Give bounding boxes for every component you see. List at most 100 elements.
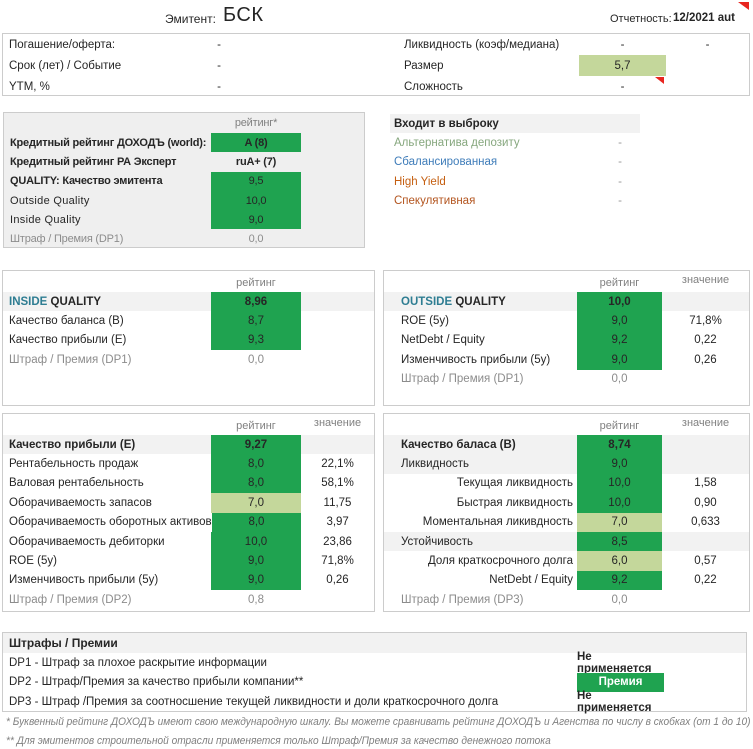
- table-row: Оборачиваемость запасов 7,0 11,75: [3, 493, 374, 513]
- samples-title: Входит в выброку: [390, 114, 640, 133]
- row-label: Доля краткосрочного долга: [427, 555, 573, 568]
- value-cell: 3,97: [326, 516, 349, 529]
- table-row: DP3 - Штраф /Премия за соотносшение теку…: [3, 689, 746, 714]
- row-label: Текущая ликвидность: [456, 477, 573, 490]
- comment-marker-icon[interactable]: [655, 77, 664, 84]
- item-value: -: [618, 136, 622, 149]
- rating-cell: 7,0: [577, 512, 662, 532]
- rating-cell: 0,0: [611, 593, 628, 606]
- row-label: Штраф / Премия (DP1): [9, 353, 132, 366]
- footnote: * Буквенный рейтинг ДОХОДЪ имеют свою ме…: [6, 716, 751, 728]
- row-label: Качество баланса (B): [9, 315, 124, 328]
- section-title-row: Качество прибыли (E) 9,27: [3, 435, 374, 455]
- value-cell: -: [705, 38, 710, 51]
- premium-badge: Премия: [577, 672, 664, 692]
- top-info-box: Погашение/оферта: - Ликвидность (коэф/ме…: [2, 33, 750, 96]
- table-row: Кредитный рейтинг ДОХОДЪ (world): A (8): [4, 133, 364, 153]
- value-cell: 0,22: [694, 574, 717, 587]
- column-header-row: рейтинг значение: [384, 414, 749, 435]
- sample-membership-list: Входит в выброку Альтернатива депозиту -…: [390, 114, 640, 211]
- row-label: Быстрая ликвидность: [456, 496, 573, 509]
- comment-marker-icon[interactable]: [738, 2, 749, 10]
- rating-column-header: рейтинг: [599, 277, 640, 289]
- table-row: DP1 - Штраф за плохое раскрытие информац…: [3, 651, 746, 675]
- item-label: Спекулятивная: [394, 195, 476, 208]
- table-row: NetDebt / Equity 9,2 0,22: [384, 570, 749, 591]
- section-title: Качество прибыли (E): [9, 438, 136, 451]
- rating-cell: 9,0: [577, 311, 662, 331]
- table-row: Быстрая ликвидность 10,0 0,90: [384, 493, 749, 513]
- list-item: Спекулятивная -: [390, 192, 640, 212]
- value-cell: 71,8%: [321, 555, 354, 568]
- row-label: Моментальная ликивдность: [422, 516, 573, 529]
- rating-cell: 8,5: [577, 531, 662, 552]
- row-label: Ликвидность: [401, 458, 470, 471]
- row-label: Погашение/оферта:: [9, 38, 116, 51]
- rating-column-header: рейтинг: [236, 420, 276, 432]
- inside-quality-box: рейтинг INSIDE QUALITY 8,96 Качество бал…: [2, 270, 375, 406]
- value-cell: [666, 55, 749, 76]
- rating-cell: 0,8: [248, 593, 264, 606]
- list-item: High Yield -: [390, 172, 640, 192]
- size-value-cell[interactable]: 5,7: [579, 55, 666, 76]
- value-cell: 0,633: [691, 516, 720, 529]
- section-title-row: Качество баласа (B) 8,74: [384, 435, 749, 455]
- rating-cell: 0,0: [248, 353, 264, 366]
- penalties-title: Штрафы / Премии: [3, 633, 746, 653]
- row-label: Штраф / Премия (DP1): [10, 233, 124, 246]
- item-value: -: [618, 195, 622, 208]
- table-row: Устойчивость 8,5: [384, 531, 749, 552]
- row-label: Outside Quality: [10, 194, 90, 207]
- rating-cell: 9,0: [577, 350, 662, 370]
- rating-cell: 8,74: [577, 435, 662, 455]
- rating-column-header: рейтинг: [236, 277, 276, 289]
- table-row: Погашение/оферта: - Ликвидность (коэф/ме…: [3, 34, 749, 55]
- item-value: -: [618, 156, 622, 169]
- table-row: Доля краткосрочного долга 6,0 0,57: [384, 551, 749, 571]
- value-cell: [301, 590, 374, 609]
- item-label: Сбалансированная: [394, 156, 498, 169]
- column-header-row: рейтинг*: [4, 113, 364, 133]
- report-period-label: Отчетность:: [610, 13, 672, 25]
- rating-cell: 10,0: [577, 473, 662, 494]
- rating-cell: 8,96: [211, 292, 301, 312]
- table-row: ROE (5y) 9,0 71,8%: [3, 551, 374, 571]
- value-cell[interactable]: -: [620, 80, 625, 93]
- rating-cell: 0,0: [248, 233, 264, 246]
- value-cell: [662, 590, 749, 609]
- section-title: OUTSIDE QUALITY: [384, 296, 577, 308]
- row-label: Сложность: [404, 80, 463, 93]
- row-label: YTM, %: [9, 80, 50, 93]
- item-label: Альтернатива депозиту: [394, 136, 520, 149]
- report-period-value: 12/2021 aut: [673, 12, 736, 24]
- section-title-row: OUTSIDE QUALITY 10,0: [384, 292, 749, 312]
- rating-cell: 9,0: [211, 551, 301, 571]
- table-row: ROE (5y) 9,0 71,8%: [384, 311, 749, 331]
- column-header-row: рейтинг: [3, 271, 374, 292]
- earnings-quality-box: рейтинг значение Качество прибыли (E) 9,…: [2, 413, 375, 612]
- value-cell: 0,90: [694, 496, 717, 509]
- rating-cell: 9,0: [211, 570, 301, 591]
- outside-quality-box: рейтинг значение OUTSIDE QUALITY 10,0 RO…: [383, 270, 750, 406]
- value-cell: 1,58: [694, 477, 717, 490]
- table-row: Качество прибыли (E) 9,3: [3, 330, 374, 351]
- row-label: Штраф / Премия (DP3): [401, 593, 524, 606]
- rating-cell: 9,0: [577, 454, 662, 474]
- rating-column-header: рейтинг*: [234, 117, 278, 129]
- table-row: Штраф / Премия (DP1) 0,0: [4, 229, 364, 248]
- rating-cell: 10,0: [577, 292, 662, 312]
- row-label: DP2 - Штраф/Премия за качество прибыли к…: [9, 676, 304, 689]
- rating-cell: 10,0: [211, 531, 301, 552]
- row-label: Размер: [404, 59, 444, 72]
- penalty-status: Не применяется: [577, 689, 652, 714]
- value-cell: 58,1%: [321, 477, 354, 490]
- value-cell: [662, 532, 749, 551]
- rating-cell: 9,5: [211, 171, 301, 191]
- row-label: Оборачиваемость запасов: [9, 496, 152, 509]
- rating-cell: 8,0: [211, 512, 302, 532]
- table-row: Оборачиваемость оборотных активов 8,0 3,…: [3, 512, 374, 532]
- table-row: Текущая ликвидность 10,0 1,58: [384, 473, 749, 494]
- value-cell: [662, 454, 749, 473]
- credit-rating-box: рейтинг* Кредитный рейтинг ДОХОДЪ (world…: [3, 112, 365, 248]
